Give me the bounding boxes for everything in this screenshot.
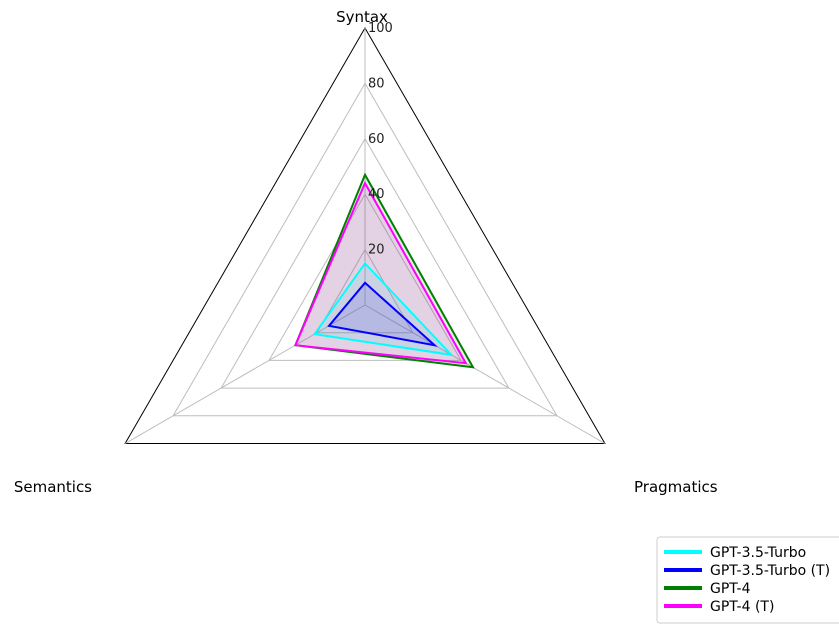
axis-label-syntax: Syntax xyxy=(336,8,388,26)
legend-box xyxy=(656,536,839,624)
grid-layer xyxy=(124,27,606,444)
axis-label-semantics: Semantics xyxy=(14,478,92,496)
legend-label-gpt35-t: GPT-3.5-Turbo (T) xyxy=(710,563,830,579)
series-fill-3 xyxy=(295,183,466,364)
grid-spoke-2 xyxy=(124,304,366,444)
radial-tick-label-80: 80 xyxy=(368,76,385,91)
grid-ring-100 xyxy=(124,27,606,444)
series-fill-layer xyxy=(295,174,473,368)
series-fill-2 xyxy=(295,174,473,368)
radial-tick-label-100: 100 xyxy=(368,21,393,36)
axis-label-pragmatics: Pragmatics xyxy=(634,478,718,496)
radial-tick-label-60: 60 xyxy=(368,132,385,147)
series-line-3 xyxy=(293,180,468,365)
grid-ring-60 xyxy=(220,137,510,389)
series-fill-1 xyxy=(329,282,435,346)
radial-tick-label-40: 40 xyxy=(368,187,385,202)
series-line-1 xyxy=(327,281,438,347)
legend-label-gpt35: GPT-3.5-Turbo xyxy=(710,545,806,561)
legend: GPT-3.5-Turbo GPT-3.5-Turbo (T) GPT-4 GP… xyxy=(656,536,839,624)
radial-tick-label-20: 20 xyxy=(368,243,385,258)
series-line-0 xyxy=(312,261,455,357)
legend-label-gpt4-t: GPT-4 (T) xyxy=(710,599,774,615)
grid-ring-80 xyxy=(172,82,558,417)
series-line-2 xyxy=(293,172,475,369)
grid-spoke-1 xyxy=(364,304,606,444)
radial-tick-layer: 20 40 60 80 100 xyxy=(368,21,393,258)
series-line-layer xyxy=(293,172,475,369)
grid-ring-40 xyxy=(268,193,462,361)
legend-label-gpt4: GPT-4 xyxy=(710,581,751,597)
